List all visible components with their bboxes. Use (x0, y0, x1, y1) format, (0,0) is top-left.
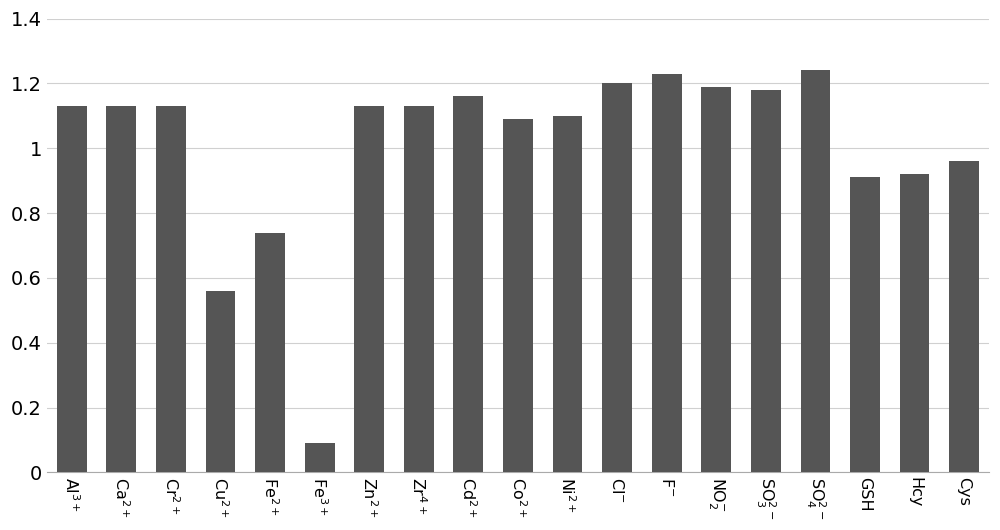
Bar (404, 106, 434, 472)
Bar (305, 443, 335, 472)
Bar (900, 174, 929, 472)
Bar (206, 291, 235, 472)
Bar (156, 106, 186, 472)
Bar (751, 90, 781, 472)
Bar (949, 161, 979, 472)
Bar (652, 74, 682, 472)
Bar (850, 178, 880, 472)
Bar (255, 233, 285, 472)
Bar (354, 106, 384, 472)
Bar (801, 70, 830, 472)
Bar (106, 106, 136, 472)
Bar (602, 83, 632, 472)
Bar (701, 87, 731, 472)
Bar (553, 116, 582, 472)
Bar (453, 96, 483, 472)
Bar (57, 106, 87, 472)
Bar (503, 119, 533, 472)
